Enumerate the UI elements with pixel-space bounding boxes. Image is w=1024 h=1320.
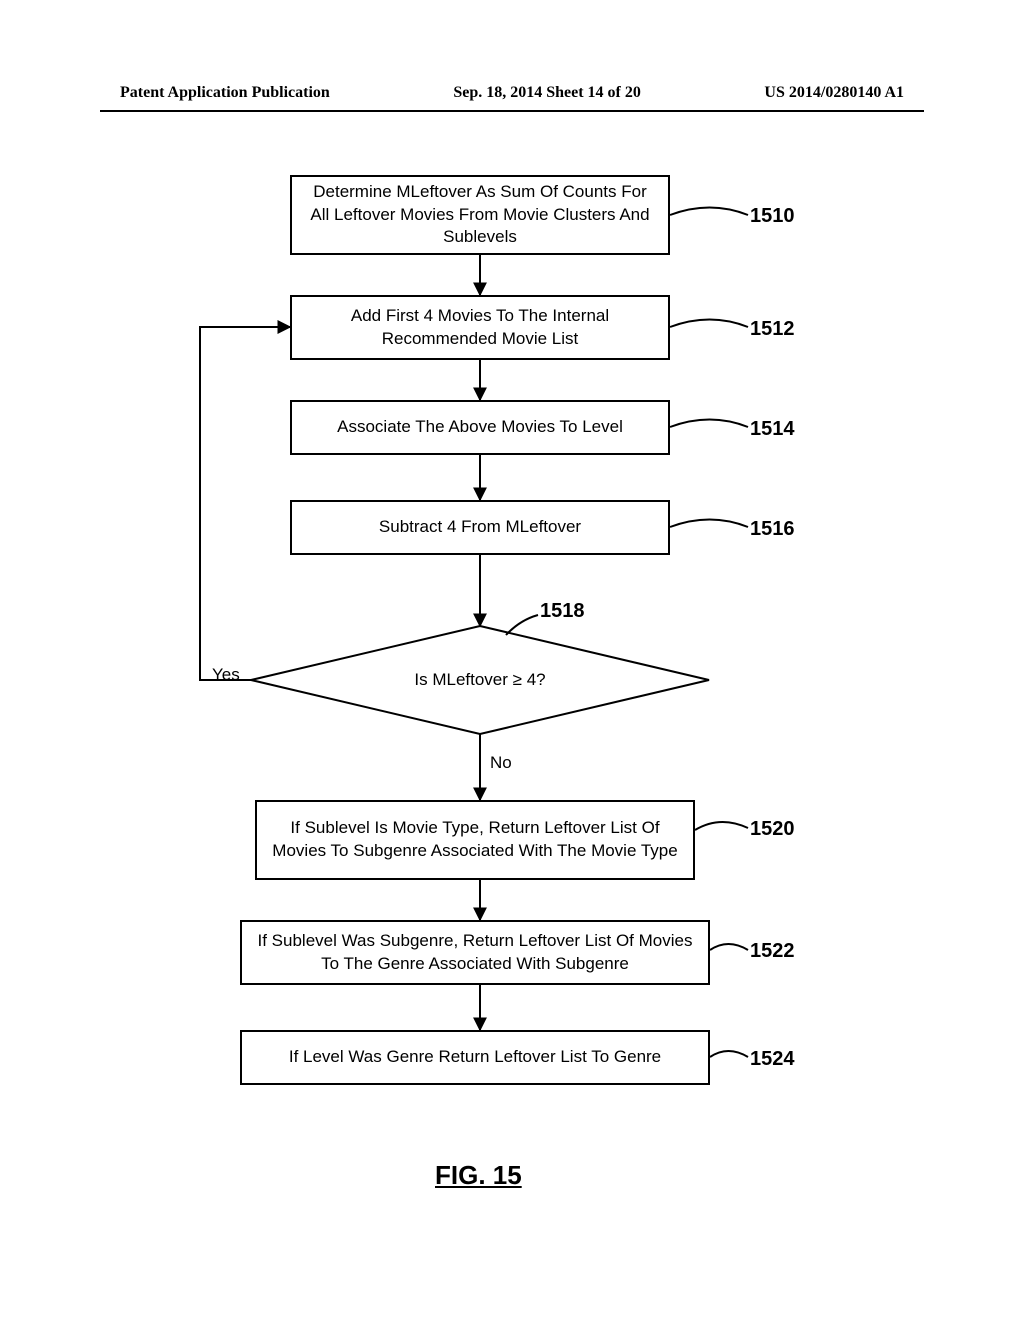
ref-1516: 1516 — [750, 518, 795, 541]
flow-box-text: If Sublevel Is Movie Type, Return Leftov… — [267, 817, 683, 863]
ref-1522: 1522 — [750, 940, 795, 963]
header-right: US 2014/0280140 A1 — [764, 84, 904, 102]
flow-box-1516: Subtract 4 From MLeftover — [290, 500, 670, 555]
flow-box-1510: Determine MLeftover As Sum Of Counts For… — [290, 175, 670, 255]
flow-box-text: Determine MLeftover As Sum Of Counts For… — [302, 181, 658, 250]
edge-label-no: No — [490, 753, 512, 773]
flow-box-1512: Add First 4 Movies To The Internal Recom… — [290, 295, 670, 360]
header-left: Patent Application Publication — [120, 84, 330, 102]
flow-box-1520: If Sublevel Is Movie Type, Return Leftov… — [255, 800, 695, 880]
flow-decision-1518: Is MLeftover ≥ 4? — [250, 625, 710, 735]
ref-1518: 1518 — [540, 600, 585, 623]
flow-box-text: If Level Was Genre Return Leftover List … — [289, 1046, 661, 1069]
header-center: Sep. 18, 2014 Sheet 14 of 20 — [453, 84, 641, 102]
page-header: Patent Application Publication Sep. 18, … — [0, 84, 1024, 102]
ref-1512: 1512 — [750, 318, 795, 341]
header-rule — [100, 110, 924, 112]
ref-1524: 1524 — [750, 1048, 795, 1071]
flow-box-1522: If Sublevel Was Subgenre, Return Leftove… — [240, 920, 710, 985]
flow-box-1514: Associate The Above Movies To Level — [290, 400, 670, 455]
edge-label-yes: Yes — [212, 665, 240, 685]
flow-box-text: Associate The Above Movies To Level — [337, 416, 623, 439]
ref-1510: 1510 — [750, 205, 795, 228]
flow-box-text: If Sublevel Was Subgenre, Return Leftove… — [252, 930, 698, 976]
flow-box-text: Add First 4 Movies To The Internal Recom… — [302, 305, 658, 351]
flow-box-text: Subtract 4 From MLeftover — [379, 516, 581, 539]
ref-1514: 1514 — [750, 418, 795, 441]
ref-1520: 1520 — [750, 818, 795, 841]
page-root: Patent Application Publication Sep. 18, … — [0, 0, 1024, 1320]
flow-box-1524: If Level Was Genre Return Leftover List … — [240, 1030, 710, 1085]
flow-decision-text: Is MLeftover ≥ 4? — [250, 625, 710, 735]
figure-label: FIG. 15 — [435, 1160, 522, 1191]
